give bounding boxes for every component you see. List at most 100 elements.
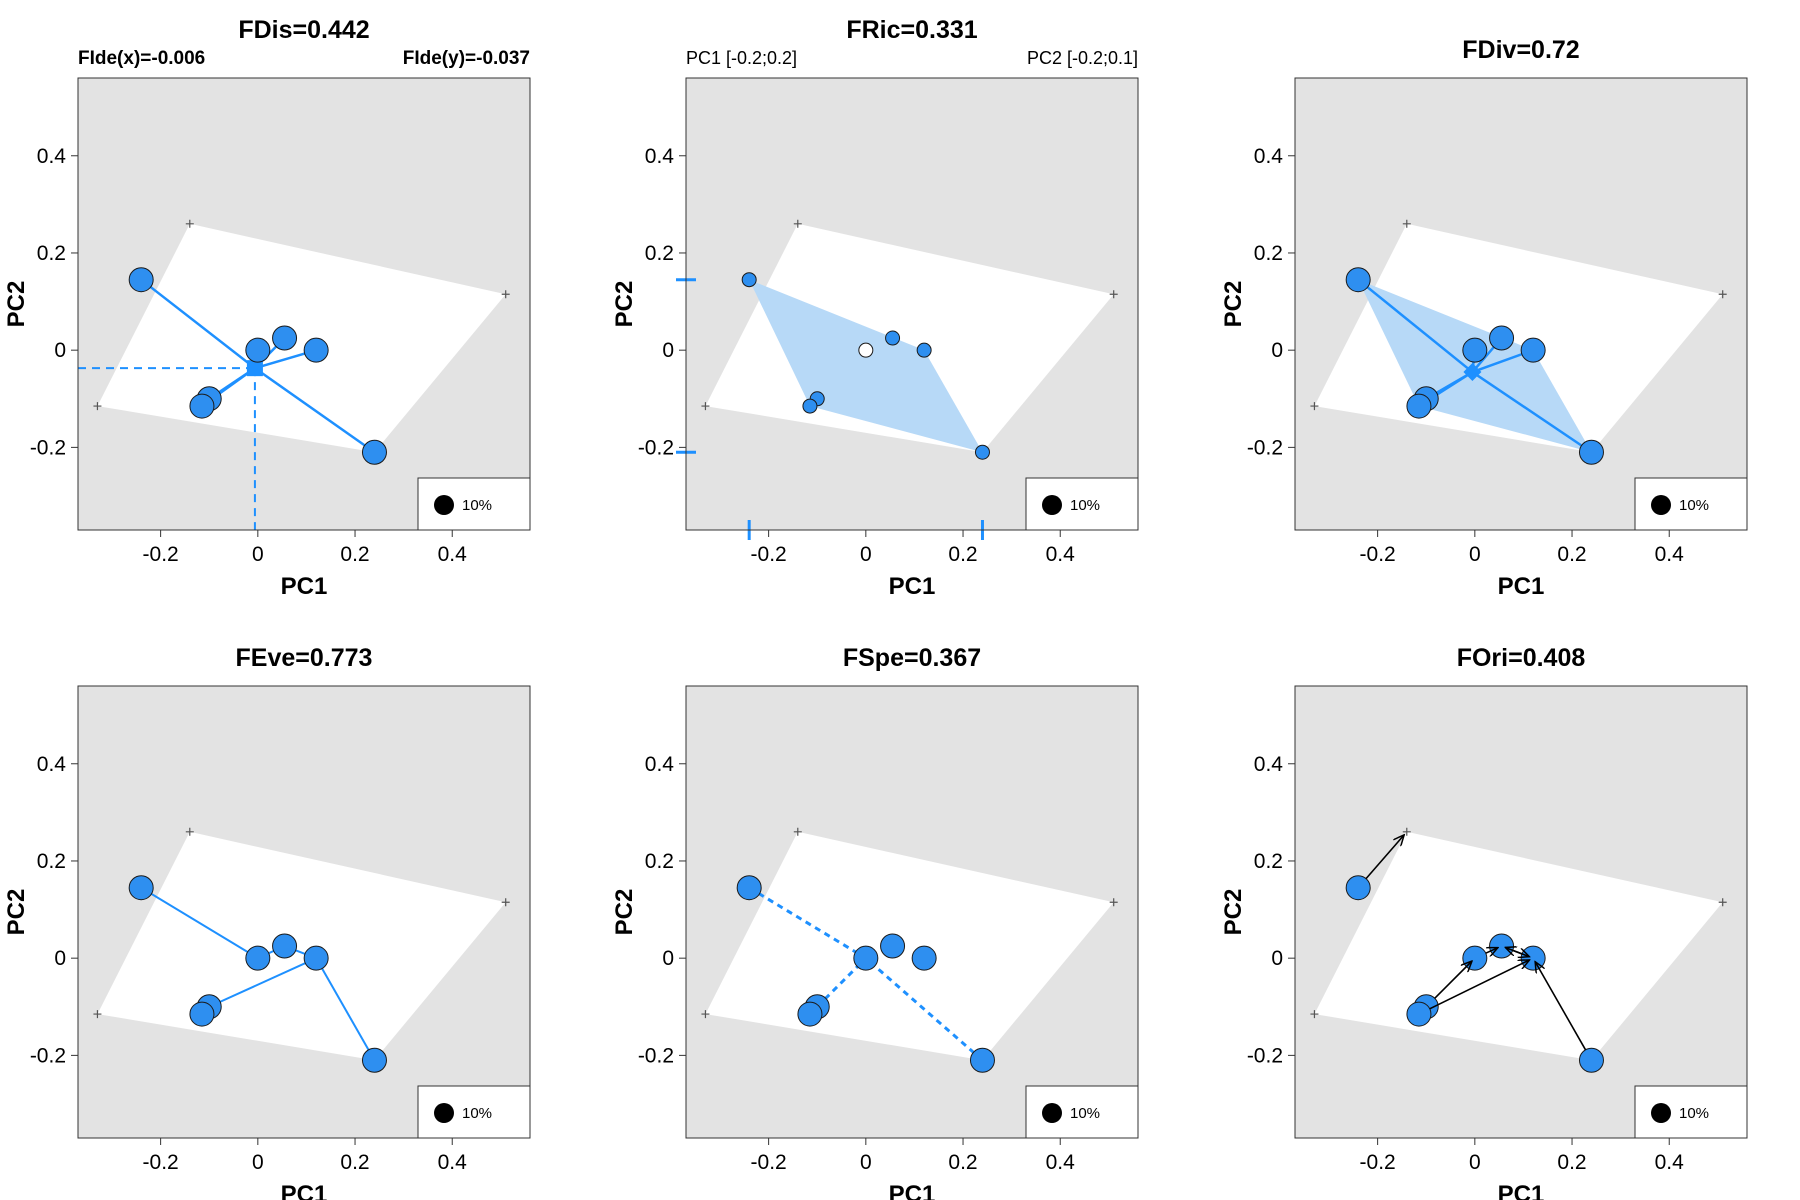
mst-edge — [140, 886, 259, 960]
y-tick-label: 0.4 — [645, 145, 675, 168]
vertex-marker — [701, 1010, 710, 1019]
y-axis-title: PC2 — [1220, 889, 1247, 936]
species-point[interactable] — [736, 875, 762, 901]
species-point[interactable] — [974, 444, 990, 460]
species-point[interactable] — [1406, 393, 1432, 419]
species-point[interactable] — [885, 330, 901, 346]
species-point[interactable] — [1345, 875, 1371, 901]
species-point[interactable] — [858, 342, 874, 358]
nearest-neighbour-arrow — [1434, 961, 1472, 999]
x-tick-label: 0 — [252, 1151, 264, 1174]
y-tick-label: 0 — [1271, 947, 1283, 970]
x-tick-label: 0 — [860, 1151, 872, 1174]
species-point[interactable] — [1406, 1001, 1432, 1027]
panel-title: FOri=0.408 — [1457, 644, 1586, 672]
vertex-marker — [1310, 402, 1319, 411]
plot-frame — [1294, 77, 1748, 531]
x-tick-label: 0.2 — [340, 543, 369, 566]
x-tick-label: 0.2 — [340, 1151, 369, 1174]
species-point[interactable] — [880, 933, 906, 959]
subtitle-right: PC2 [-0.2;0.1] — [1027, 48, 1138, 68]
x-tick-label: -0.2 — [143, 1151, 179, 1174]
legend-label: 10% — [1070, 497, 1100, 514]
x-axis-title: PC1 — [1498, 573, 1545, 600]
panel-fric: 10% -0.2 0 0.2 0.4 -0.2 0 0.2 0.4 PC1 PC2 FRic=0.33… — [611, 16, 1139, 600]
x-axis-title: PC1 — [281, 1181, 328, 1200]
species-point[interactable] — [245, 337, 271, 363]
specialization-line — [748, 886, 867, 960]
species-point[interactable] — [741, 272, 757, 288]
y-axis-title: PC2 — [3, 889, 30, 936]
legend-label: 10% — [1679, 497, 1709, 514]
functional-hull — [749, 279, 983, 453]
vertex-marker — [1718, 898, 1727, 907]
species-point[interactable] — [797, 1001, 823, 1027]
y-tick-label: 0 — [54, 339, 66, 362]
legend-label: 10% — [1070, 1105, 1100, 1122]
y-tick-label: 0.2 — [1254, 242, 1283, 265]
panel-title: FEve=0.773 — [236, 644, 373, 672]
x-tick-label: 0.4 — [1046, 1151, 1076, 1174]
species-point[interactable] — [272, 933, 298, 959]
y-tick-label: -0.2 — [1247, 436, 1283, 459]
dispersion-line — [254, 367, 376, 454]
y-tick-label: 0.4 — [1254, 145, 1284, 168]
y-tick-label: 0.4 — [37, 145, 67, 168]
species-point[interactable] — [1520, 945, 1546, 971]
x-tick-label: -0.2 — [143, 543, 179, 566]
species-point[interactable] — [189, 1001, 215, 1027]
vertex-marker — [1718, 290, 1727, 299]
y-tick-label: -0.2 — [30, 436, 66, 459]
species-point[interactable] — [245, 945, 271, 971]
species-point[interactable] — [272, 325, 298, 351]
legend-symbol — [1651, 495, 1671, 515]
y-axis-title: PC2 — [1220, 281, 1247, 328]
y-tick-label: 0.2 — [645, 850, 674, 873]
species-point[interactable] — [1578, 439, 1604, 465]
species-point[interactable] — [802, 398, 818, 414]
species-point[interactable] — [303, 945, 329, 971]
species-point[interactable] — [189, 393, 215, 419]
vertex-marker — [1310, 1010, 1319, 1019]
vertex-marker — [93, 402, 102, 411]
species-point[interactable] — [916, 342, 932, 358]
x-tick-label: 0 — [1469, 543, 1481, 566]
legend-symbol — [1042, 1103, 1062, 1123]
nearest-neighbour-arrow — [1485, 948, 1498, 954]
species-point[interactable] — [128, 267, 154, 293]
x-tick-label: 0 — [252, 543, 264, 566]
vertex-marker — [1402, 827, 1411, 836]
legend-symbol — [1651, 1103, 1671, 1123]
species-point[interactable] — [1578, 1047, 1604, 1073]
species-point[interactable] — [1345, 267, 1371, 293]
x-tick-label: 0.2 — [948, 543, 977, 566]
species-point[interactable] — [303, 337, 329, 363]
legend-symbol — [434, 495, 454, 515]
legend-label: 10% — [1679, 1105, 1709, 1122]
species-point[interactable] — [361, 439, 387, 465]
species-point[interactable] — [853, 945, 879, 971]
y-tick-label: 0.4 — [1254, 753, 1284, 776]
subtitle-left: PC1 [-0.2;0.2] — [686, 48, 797, 68]
dispersion-line — [140, 278, 256, 370]
species-point[interactable] — [969, 1047, 995, 1073]
x-tick-label: -0.2 — [1360, 543, 1396, 566]
y-tick-label: 0.2 — [37, 242, 66, 265]
species-point[interactable] — [128, 875, 154, 901]
panel-fdis: 10% -0.2 0 0.2 0.4 -0.2 0 0.2 0.4 PC1 PC2 FDis=0.44… — [3, 16, 531, 600]
species-point[interactable] — [1520, 337, 1546, 363]
species-point[interactable] — [1489, 933, 1515, 959]
species-point[interactable] — [1462, 337, 1488, 363]
x-axis-title: PC1 — [281, 573, 328, 600]
specialization-line — [864, 957, 984, 1062]
vertex-marker — [793, 827, 802, 836]
species-point[interactable] — [361, 1047, 387, 1073]
species-point[interactable] — [1489, 325, 1515, 351]
x-tick-label: 0.2 — [1557, 543, 1586, 566]
divergence-line — [1471, 371, 1593, 454]
species-point[interactable] — [911, 945, 937, 971]
y-tick-label: 0.2 — [37, 850, 66, 873]
panel-fdiv: 10% -0.2 0 0.2 0.4 -0.2 0 0.2 0.4 PC1 PC2 FDiv=0.72 — [1220, 36, 1748, 600]
x-tick-label: 0.2 — [948, 1151, 977, 1174]
gravity-center-marker — [1463, 363, 1482, 382]
